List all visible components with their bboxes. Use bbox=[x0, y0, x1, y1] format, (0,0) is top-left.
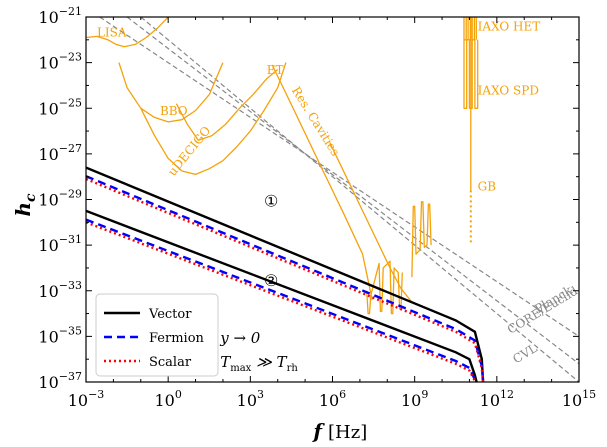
y-tick-label: 10−35 bbox=[38, 324, 82, 346]
signal-series-layer bbox=[86, 166, 485, 382]
y-axis-title: hc bbox=[11, 193, 39, 217]
x-tick-label: 106 bbox=[319, 388, 346, 410]
curve-label-et: ET bbox=[267, 63, 284, 77]
series-scalar-2 bbox=[86, 221, 478, 382]
y-tick-label: 10−31 bbox=[38, 233, 82, 255]
x-tick-label: 1012 bbox=[480, 388, 514, 410]
y-axis-label: hc bbox=[11, 193, 39, 217]
curve-label-iaxo-spd: IAXO SPD bbox=[478, 84, 539, 98]
annotation-1: y → 0 bbox=[219, 329, 261, 347]
y-tick-label: 10−29 bbox=[38, 188, 82, 210]
axes-layer bbox=[85, 16, 580, 383]
legend: Vector Fermion Scalar bbox=[95, 293, 219, 377]
sensitivity-curve-bbo bbox=[118, 62, 224, 123]
y-tick-label: 10−37 bbox=[38, 370, 82, 392]
group-marker-2: ② bbox=[264, 271, 278, 290]
legend-label-vector: Vector bbox=[148, 307, 192, 322]
y-tick-label: 10−25 bbox=[38, 96, 82, 118]
y-tick-label: 10−27 bbox=[38, 142, 82, 164]
x-axis-unit: [Hz] bbox=[328, 422, 367, 443]
sensitivity-curve-lisa bbox=[86, 17, 169, 48]
curve-label-iaxo-het: IAXO HET bbox=[478, 20, 541, 34]
curve-label-gb: GB bbox=[478, 179, 497, 193]
curve-label-core-euclid: CORE/Euclid bbox=[505, 284, 581, 337]
legend-box bbox=[95, 293, 219, 377]
x-tick-label: 109 bbox=[401, 388, 428, 410]
reference-line-cvl bbox=[140, 17, 579, 382]
x-axis-label: f bbox=[311, 419, 325, 443]
x-tick-label: 10−3 bbox=[68, 388, 105, 410]
annotation-2: Tmax ≫ Trh bbox=[220, 353, 298, 374]
sensitivity-curve-udecigo bbox=[140, 62, 287, 176]
y-tick-label: 10−33 bbox=[38, 279, 82, 301]
series-vector-2 bbox=[86, 209, 478, 382]
series-scalar-1 bbox=[86, 177, 485, 382]
reference-line-planck bbox=[99, 17, 579, 337]
annotations-layer: y → 0 Tmax ≫ Trh bbox=[219, 329, 298, 374]
tick-labels-layer: 10−3 100 103 106 109 1012 1015 10−37 10−35 10−33 1… bbox=[38, 5, 596, 410]
y-tick-label: 10−23 bbox=[38, 51, 82, 73]
series-fermion-1 bbox=[86, 175, 485, 382]
curve-label-cvl: CVL bbox=[510, 341, 539, 366]
group-marker-1: ① bbox=[264, 191, 278, 210]
x-tick-label: 103 bbox=[237, 388, 264, 410]
y-tick-label: 10−21 bbox=[38, 5, 82, 27]
sensitivity-curve-res-cavities bbox=[411, 201, 432, 278]
x-tick-label: 1015 bbox=[562, 388, 596, 410]
sensitivity-curve-et bbox=[175, 69, 279, 141]
series-fermion-2 bbox=[86, 218, 478, 382]
sensitivity-curves-layer bbox=[86, 17, 479, 315]
legend-label-scalar: Scalar bbox=[149, 355, 192, 370]
sensitivity-curve-res-cavities bbox=[329, 142, 413, 303]
legend-label-fermion: Fermion bbox=[149, 331, 205, 346]
curve-label-bbo: BBO bbox=[160, 104, 188, 118]
curve-label-lisa: LISA bbox=[97, 25, 127, 39]
sensitivity-curve-res-cavities bbox=[366, 260, 403, 315]
sensitivity-curve-res-cavities bbox=[271, 64, 373, 301]
x-tick-label: 100 bbox=[154, 388, 181, 410]
x-axis-title: f [Hz] bbox=[311, 419, 367, 443]
